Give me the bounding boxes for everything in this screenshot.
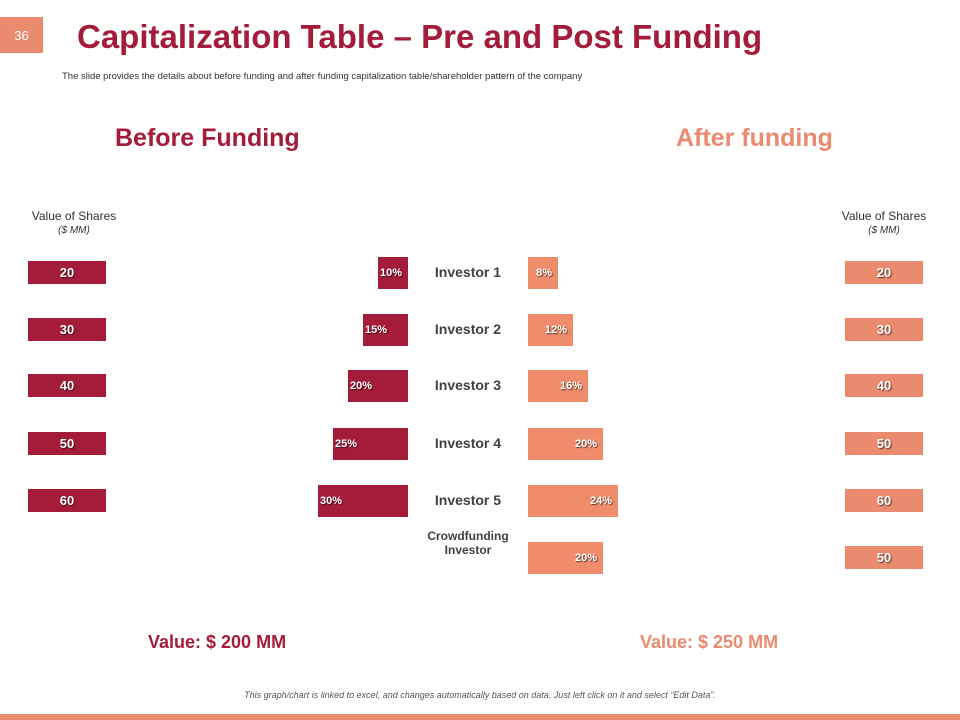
after-value-header-label: Value of Shares bbox=[841, 209, 927, 223]
after-percent-bar: 16% bbox=[528, 370, 588, 402]
before-value-header: Value of Shares ($ MM) bbox=[14, 209, 134, 236]
before-share-value: 40 bbox=[28, 374, 106, 397]
investor-label: Investor 4 bbox=[434, 435, 502, 451]
before-percent-bar: 15% bbox=[363, 314, 408, 346]
after-share-value: 30 bbox=[845, 318, 923, 341]
investor-label: Investor 2 bbox=[434, 321, 502, 337]
after-percent-bar: 20% bbox=[528, 428, 603, 460]
after-funding-title: After funding bbox=[676, 124, 833, 152]
after-percent-bar: 12% bbox=[528, 314, 573, 346]
after-percent-bar: 20% bbox=[528, 542, 603, 574]
before-total-value: Value: $ 200 MM bbox=[148, 632, 287, 652]
footer-note: This graph/chart is linked to excel, and… bbox=[244, 690, 716, 700]
before-percent-bar: 25% bbox=[333, 428, 408, 460]
before-share-value: 60 bbox=[28, 489, 106, 512]
before-funding-title: Before Funding bbox=[115, 124, 300, 152]
after-share-value: 40 bbox=[845, 374, 923, 397]
after-percent-bar: 24% bbox=[528, 485, 618, 517]
before-share-value: 30 bbox=[28, 318, 106, 341]
before-value-header-label: Value of Shares bbox=[31, 209, 117, 223]
before-percent-bar: 30% bbox=[318, 485, 408, 517]
investor-label: Investor 5 bbox=[434, 492, 502, 508]
after-total-value: Value: $ 250 MM bbox=[640, 632, 779, 652]
slide-title: Capitalization Table – Pre and Post Fund… bbox=[77, 18, 763, 55]
after-share-value: 50 bbox=[845, 546, 923, 569]
before-share-value: 20 bbox=[28, 261, 106, 284]
after-share-value: 20 bbox=[845, 261, 923, 284]
before-percent-bar: 10% bbox=[378, 257, 408, 289]
after-share-value: 50 bbox=[845, 432, 923, 455]
after-percent-bar: 8% bbox=[528, 257, 558, 289]
after-share-value: 60 bbox=[845, 489, 923, 512]
slide-number: 36 bbox=[0, 17, 43, 53]
bottom-accent-bar bbox=[0, 714, 960, 720]
investor-label: Investor 1 bbox=[434, 264, 502, 280]
after-value-header: Value of Shares ($ MM) bbox=[824, 209, 944, 236]
investor-label: Investor 3 bbox=[434, 377, 502, 393]
before-value-unit: ($ MM) bbox=[58, 225, 90, 236]
investor-label: Crowdfunding Investor bbox=[427, 529, 509, 557]
before-percent-bar: 20% bbox=[348, 370, 408, 402]
after-value-unit: ($ MM) bbox=[868, 225, 900, 236]
before-share-value: 50 bbox=[28, 432, 106, 455]
slide-subtitle: The slide provides the details about bef… bbox=[62, 71, 583, 82]
